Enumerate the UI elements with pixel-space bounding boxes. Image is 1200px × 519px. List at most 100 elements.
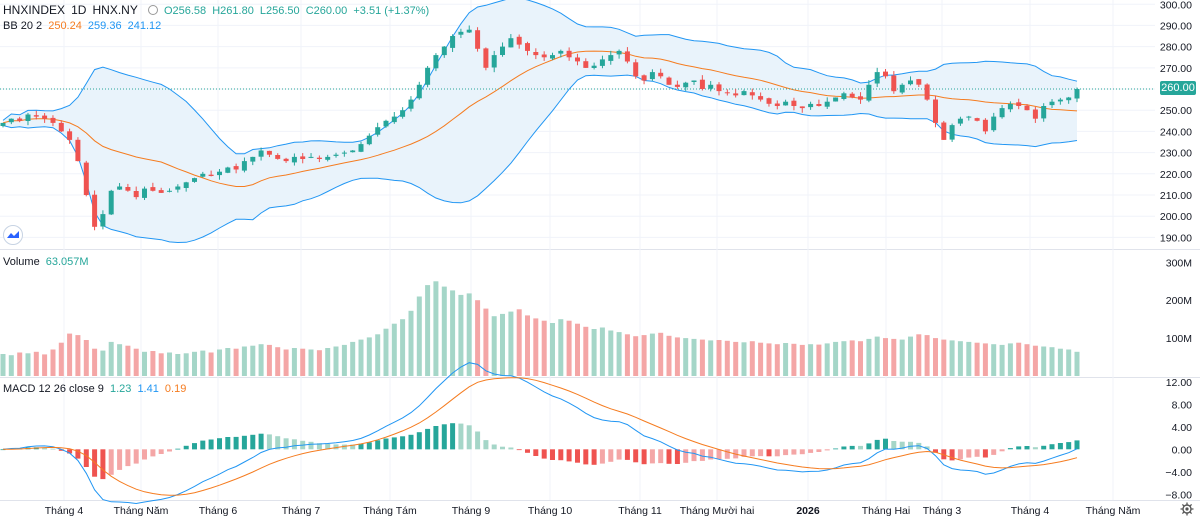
volume-bar bbox=[341, 344, 347, 376]
macd-histogram-bar bbox=[891, 441, 897, 450]
volume-bar bbox=[699, 339, 705, 376]
time-tick-label: Tháng Năm bbox=[114, 505, 169, 517]
candle-body bbox=[816, 104, 822, 106]
candle-body bbox=[500, 46, 505, 55]
macd-histogram-bar bbox=[658, 449, 664, 464]
volume-bar bbox=[791, 343, 797, 376]
volume-bar bbox=[100, 350, 106, 376]
volume-bar bbox=[383, 328, 389, 376]
volume-bar bbox=[300, 348, 306, 376]
candle-body bbox=[733, 93, 739, 96]
macd-legend[interactable]: MACD 12 26 close 9 1.23 1.41 0.19 bbox=[3, 382, 189, 396]
volume-bar bbox=[799, 344, 805, 376]
candle-body bbox=[649, 72, 655, 80]
candle-body bbox=[891, 75, 897, 92]
bb-basis-value: 250.24 bbox=[48, 20, 82, 32]
candle-body bbox=[666, 77, 672, 85]
volume-bar bbox=[0, 354, 6, 376]
macd-histogram-bar bbox=[991, 449, 997, 455]
volume-bar bbox=[441, 286, 447, 376]
macd-histogram-bar bbox=[133, 449, 139, 464]
candle-body bbox=[849, 93, 855, 98]
volume-legend[interactable]: Volume 63.057M bbox=[3, 255, 92, 269]
volume-bar bbox=[724, 340, 730, 376]
interval-label[interactable]: 1D bbox=[71, 3, 87, 17]
macd-histogram-bar bbox=[849, 445, 855, 450]
volume-bar bbox=[533, 318, 539, 376]
volume-bar bbox=[683, 338, 689, 376]
candle-body bbox=[883, 71, 888, 77]
macd-histogram-bar bbox=[366, 442, 372, 450]
volume-bar bbox=[933, 338, 938, 376]
macd-histogram-bar bbox=[83, 449, 89, 467]
macd-histogram-bar bbox=[258, 433, 264, 450]
volume-bar bbox=[408, 310, 414, 376]
price-tick-label: 290.00 bbox=[1160, 20, 1192, 32]
candle-body bbox=[1041, 106, 1047, 119]
macd-histogram-bar bbox=[758, 449, 764, 457]
price-tick-label: 200.00 bbox=[1160, 211, 1192, 223]
volume-bar bbox=[475, 300, 481, 376]
volume-bar bbox=[175, 354, 181, 376]
macd-histogram-bar bbox=[192, 443, 197, 450]
volume-bar bbox=[483, 308, 489, 376]
macd-histogram-bar bbox=[1041, 445, 1047, 450]
candle-body bbox=[175, 186, 181, 190]
candle-body bbox=[158, 190, 164, 193]
candle-body bbox=[183, 182, 189, 188]
candle-body bbox=[758, 96, 764, 100]
symbol-label[interactable]: HNXINDEX bbox=[3, 3, 66, 17]
macd-histogram-bar bbox=[358, 443, 364, 450]
price-legend: HNXINDEX 1D HNX.NY O256.58 H261.80 L256.… bbox=[3, 3, 432, 18]
candle-body bbox=[291, 156, 297, 163]
macd-histogram-bar bbox=[1049, 444, 1055, 450]
candle-body bbox=[300, 156, 306, 159]
candle-body bbox=[50, 117, 56, 123]
candle-body bbox=[458, 31, 464, 35]
candle-body bbox=[866, 84, 872, 101]
candle-body bbox=[791, 100, 797, 106]
macd-histogram-bar bbox=[566, 449, 572, 462]
macd-histogram-bar bbox=[466, 425, 472, 450]
volume-bar bbox=[425, 285, 431, 376]
macd-histogram-bar bbox=[58, 449, 64, 451]
candle-body bbox=[133, 191, 139, 198]
macd-histogram-bar bbox=[633, 449, 639, 463]
macd-histogram-bar bbox=[683, 449, 689, 463]
macd-histogram-bar bbox=[808, 449, 814, 453]
volume-bar bbox=[783, 343, 789, 376]
macd-histogram-bar bbox=[591, 449, 597, 465]
macd-histogram-bar bbox=[525, 449, 530, 453]
candle-body bbox=[575, 57, 580, 62]
macd-histogram-bar bbox=[666, 449, 672, 464]
candle-body bbox=[1024, 105, 1030, 111]
volume-name: Volume bbox=[3, 256, 40, 268]
macd-histogram-bar bbox=[283, 438, 289, 450]
candle-body bbox=[391, 116, 397, 123]
candle-body bbox=[466, 29, 472, 33]
candle-body bbox=[749, 92, 755, 96]
candle-body bbox=[150, 187, 156, 191]
volume-bar bbox=[108, 341, 114, 376]
bb-legend[interactable]: BB 20 2 250.24 259.36 241.12 bbox=[3, 19, 164, 33]
macd-histogram-bar bbox=[533, 449, 539, 456]
candle-body bbox=[1049, 101, 1055, 106]
candle-body bbox=[841, 93, 847, 99]
volume-bar bbox=[1049, 347, 1055, 376]
tradingview-logo-icon[interactable] bbox=[3, 225, 23, 245]
time-tick-label: Tháng 9 bbox=[452, 505, 491, 517]
candle-body bbox=[491, 55, 497, 68]
macd-histogram-bar bbox=[266, 434, 272, 450]
candle-body bbox=[999, 108, 1005, 118]
volume-bar bbox=[283, 349, 289, 376]
candle-body bbox=[1074, 89, 1080, 99]
settings-gear-icon[interactable] bbox=[1180, 502, 1194, 516]
volume-bar bbox=[275, 347, 281, 376]
macd-histogram-bar bbox=[624, 449, 630, 460]
candle-body bbox=[516, 36, 522, 45]
volume-bar bbox=[316, 350, 322, 376]
candle-body bbox=[42, 115, 48, 119]
candle-body bbox=[375, 127, 381, 135]
volume-bar bbox=[941, 339, 947, 376]
